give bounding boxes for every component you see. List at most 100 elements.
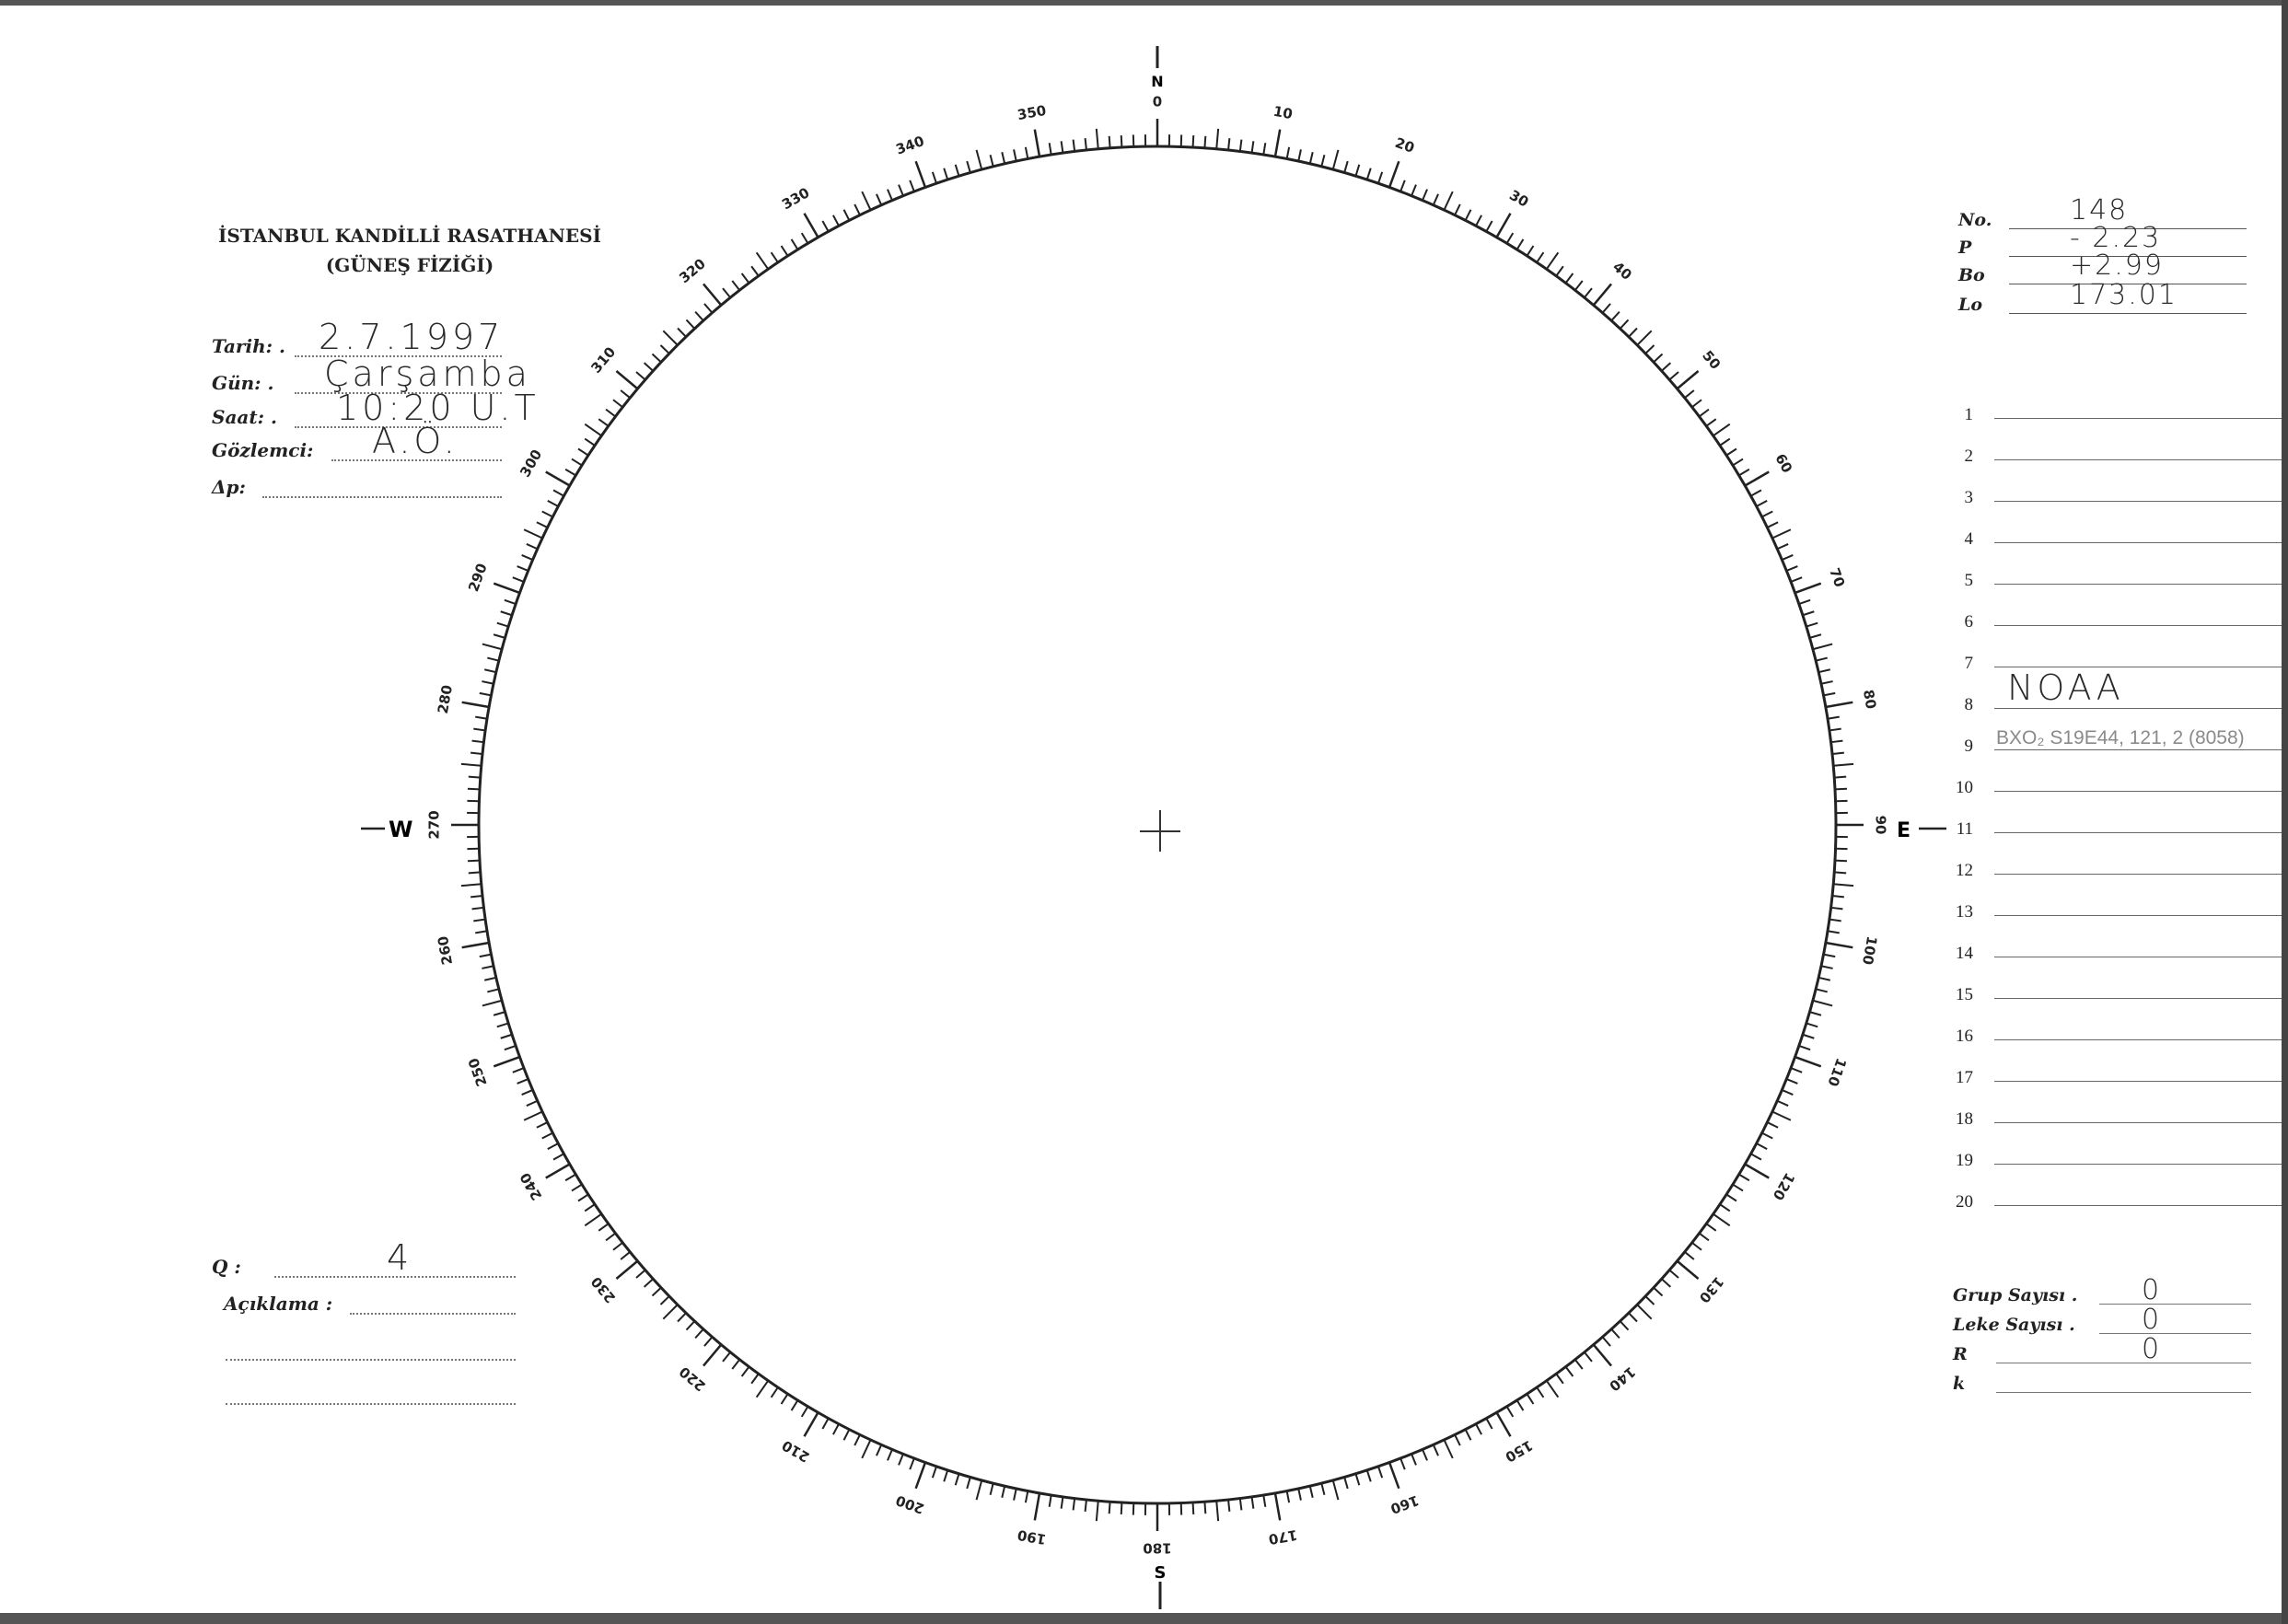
ephemeris-value[interactable]: 148 (2070, 194, 2129, 226)
remarks-line-3[interactable] (226, 1403, 516, 1405)
row-value[interactable]: BXO₂ S19E44, 121, 2 (8058) (1996, 727, 2245, 748)
ephemeris-line[interactable] (2009, 228, 2247, 229)
observation-label: Saat: . (212, 406, 277, 428)
row-line[interactable] (1994, 542, 2282, 543)
row-line[interactable] (1994, 708, 2282, 709)
dial-tick (1698, 408, 1710, 418)
south-label: S (1155, 1563, 1167, 1583)
observation-value[interactable]: 10:20 U.T (336, 388, 540, 428)
scan-border-right (2282, 0, 2288, 1624)
dial-tick (460, 883, 482, 887)
observation-line[interactable] (295, 426, 502, 428)
dial-tick (620, 1251, 631, 1260)
dial-tick (564, 1173, 576, 1182)
dial-tick (482, 643, 503, 651)
row-line[interactable] (1994, 915, 2282, 916)
dial-tick (1766, 521, 1779, 528)
dial-tick (547, 500, 559, 507)
dial-tick (659, 1295, 670, 1305)
row-number: 10 (1956, 778, 1973, 797)
count-line[interactable] (1996, 1392, 2251, 1393)
row-number: 5 (1964, 571, 1974, 590)
dial-tick (1320, 155, 1326, 168)
quality-value[interactable]: 4 (387, 1237, 413, 1278)
dial-tick (471, 906, 484, 911)
row-line[interactable] (1994, 418, 2282, 419)
remarks-line-2[interactable] (226, 1359, 516, 1361)
dial-tick (571, 1183, 583, 1192)
dial-tick-label: 210 (779, 1437, 812, 1466)
dial-tick (1495, 213, 1512, 238)
row-line[interactable] (1994, 832, 2282, 833)
dial-tick-label: 80 (1860, 689, 1879, 711)
dial-tick (493, 633, 505, 639)
observation-value[interactable]: A.Ö. (372, 421, 459, 461)
row-number: 6 (1964, 612, 1974, 632)
dial-tick (1343, 1477, 1349, 1490)
dial-tick (1376, 1466, 1384, 1479)
row-line[interactable] (1994, 1081, 2282, 1082)
dial-tick (521, 554, 533, 561)
row-line[interactable] (1994, 1205, 2282, 1206)
row-value[interactable]: NOAA (2007, 667, 2124, 708)
dial-tick-label: 140 (1606, 1363, 1639, 1395)
dial-tick (1829, 727, 1841, 732)
ephemeris-value[interactable]: +2.99 (2070, 249, 2164, 282)
dial-tick (577, 1193, 589, 1202)
solar-disk-circle (477, 145, 1838, 1505)
dial-tick (909, 180, 915, 192)
count-line[interactable] (2099, 1304, 2251, 1305)
dial-tick (615, 1259, 639, 1280)
scan-border-bottom (0, 1613, 2288, 1624)
observation-label: Gün: . (212, 372, 274, 394)
dial-tick-label: 0 (1153, 94, 1162, 110)
row-line[interactable] (1994, 625, 2282, 626)
observation-line[interactable] (295, 355, 502, 357)
count-value[interactable]: 0 (2142, 1274, 2164, 1306)
observation-line[interactable] (262, 496, 502, 498)
dial-tick (662, 330, 679, 346)
row-line[interactable] (1994, 1164, 2282, 1165)
row-line[interactable] (1994, 501, 2282, 502)
ephemeris-value[interactable]: 173.01 (2070, 279, 2178, 311)
dial-tick (1464, 1429, 1472, 1441)
observation-line[interactable] (331, 459, 502, 461)
dial-tick (914, 160, 927, 188)
dial-tick (943, 168, 949, 180)
remarks-line-1[interactable] (350, 1313, 516, 1315)
dial-tick (1732, 458, 1744, 467)
observation-value[interactable]: Çarşamba (324, 354, 531, 394)
ephemeris-value[interactable]: - 2.23 (2070, 222, 2162, 254)
dial-tick (1834, 859, 1848, 863)
dial-tick (677, 1312, 687, 1323)
dial-tick (1806, 1022, 1818, 1028)
row-line[interactable] (1994, 791, 2282, 792)
dial-tick (703, 1343, 723, 1367)
dial-tick (1584, 287, 1593, 298)
count-line[interactable] (2099, 1333, 2251, 1334)
row-line[interactable] (1994, 459, 2282, 460)
row-line[interactable] (1994, 584, 2282, 585)
row-line[interactable] (1994, 998, 2282, 999)
count-value[interactable]: 0 (2142, 1304, 2164, 1336)
observation-line[interactable] (295, 392, 502, 394)
dial-tick (1331, 1479, 1340, 1501)
ephemeris-line[interactable] (2009, 313, 2247, 314)
ephemeris-line[interactable] (2009, 256, 2247, 257)
dial-tick (731, 280, 741, 291)
dial-tick (1001, 1485, 1006, 1499)
row-line[interactable] (1994, 1122, 2282, 1123)
row-line[interactable] (1994, 749, 2282, 750)
dial-tick (790, 238, 799, 250)
dial-tick (1095, 1501, 1099, 1522)
dial-tick (975, 149, 983, 170)
count-value[interactable]: 0 (2142, 1333, 2164, 1365)
dial-tick (1536, 1386, 1545, 1398)
row-line[interactable] (1994, 1039, 2282, 1040)
row-number: 8 (1964, 695, 1974, 714)
dial-tick (1574, 1359, 1584, 1370)
observation-value[interactable]: 2.7.1997 (319, 317, 505, 357)
dial-tick (1354, 164, 1361, 177)
dial-tick (1668, 371, 1679, 381)
row-line[interactable] (1994, 874, 2282, 875)
